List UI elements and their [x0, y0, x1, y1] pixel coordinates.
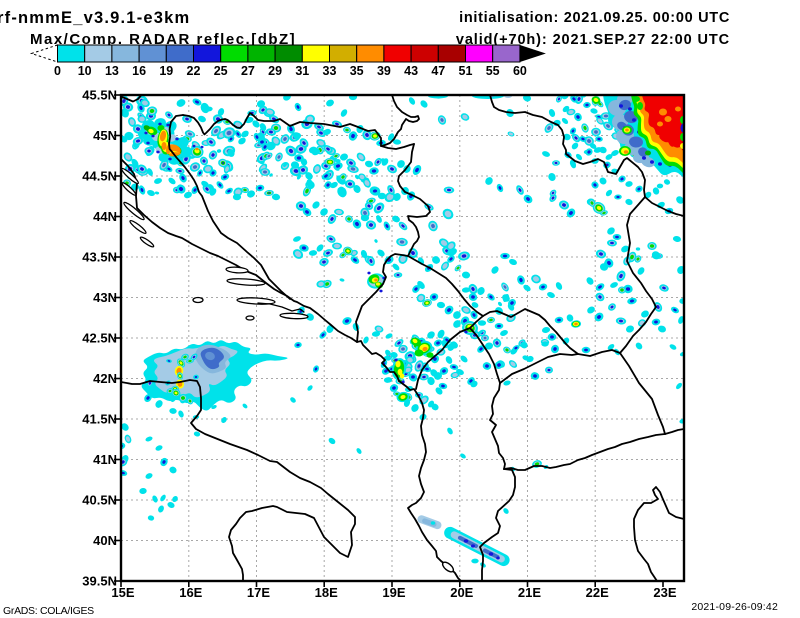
svg-text:19: 19	[159, 64, 173, 78]
svg-text:15E: 15E	[111, 585, 134, 600]
svg-text:40N: 40N	[93, 533, 117, 548]
svg-text:31: 31	[295, 64, 309, 78]
svg-text:22: 22	[187, 64, 201, 78]
svg-text:GrADS: COLA/IGES: GrADS: COLA/IGES	[3, 605, 94, 617]
svg-text:rf-nmmE_v3.9.1-e3km: rf-nmmE_v3.9.1-e3km	[0, 9, 190, 27]
svg-text:43: 43	[404, 64, 418, 78]
svg-text:45N: 45N	[93, 128, 117, 143]
svg-text:40.5N: 40.5N	[82, 493, 117, 508]
svg-text:45.5N: 45.5N	[82, 88, 117, 103]
svg-text:13: 13	[105, 64, 119, 78]
svg-text:41.5N: 41.5N	[82, 412, 117, 427]
svg-text:29: 29	[268, 64, 282, 78]
svg-text:10: 10	[78, 64, 92, 78]
svg-text:39.5N: 39.5N	[82, 574, 117, 589]
svg-text:51: 51	[459, 64, 473, 78]
svg-text:47: 47	[431, 64, 445, 78]
svg-text:23E: 23E	[653, 585, 676, 600]
svg-text:16E: 16E	[179, 585, 202, 600]
svg-text:initialisation: 2021.09.25. 00: initialisation: 2021.09.25. 00:00 UTC	[459, 10, 730, 26]
svg-text:35: 35	[350, 64, 364, 78]
svg-text:25: 25	[214, 64, 228, 78]
svg-text:16: 16	[132, 64, 146, 78]
svg-text:42N: 42N	[93, 371, 117, 386]
svg-text:44N: 44N	[93, 209, 117, 224]
svg-text:22E: 22E	[586, 585, 609, 600]
svg-text:Max/Comp. RADAR reflec.[dbZ]: Max/Comp. RADAR reflec.[dbZ]	[30, 31, 296, 48]
svg-text:39: 39	[377, 64, 391, 78]
svg-text:19E: 19E	[382, 585, 405, 600]
svg-text:41N: 41N	[93, 452, 117, 467]
svg-text:0: 0	[54, 64, 61, 78]
svg-text:2021-09-26-09:42: 2021-09-26-09:42	[691, 601, 778, 613]
svg-text:42.5N: 42.5N	[82, 331, 117, 346]
svg-text:44.5N: 44.5N	[82, 169, 117, 184]
svg-text:60: 60	[513, 64, 527, 78]
svg-text:43.5N: 43.5N	[82, 250, 117, 265]
svg-text:21E: 21E	[518, 585, 541, 600]
svg-text:43N: 43N	[93, 290, 117, 305]
svg-text:17E: 17E	[247, 585, 270, 600]
svg-text:27: 27	[241, 64, 255, 78]
svg-text:valid(+70h): 2021.SEP.27 22:00: valid(+70h): 2021.SEP.27 22:00 UTC	[456, 32, 730, 48]
svg-text:33: 33	[323, 64, 337, 78]
svg-text:20E: 20E	[450, 585, 473, 600]
svg-text:18E: 18E	[315, 585, 338, 600]
svg-text:55: 55	[486, 64, 500, 78]
